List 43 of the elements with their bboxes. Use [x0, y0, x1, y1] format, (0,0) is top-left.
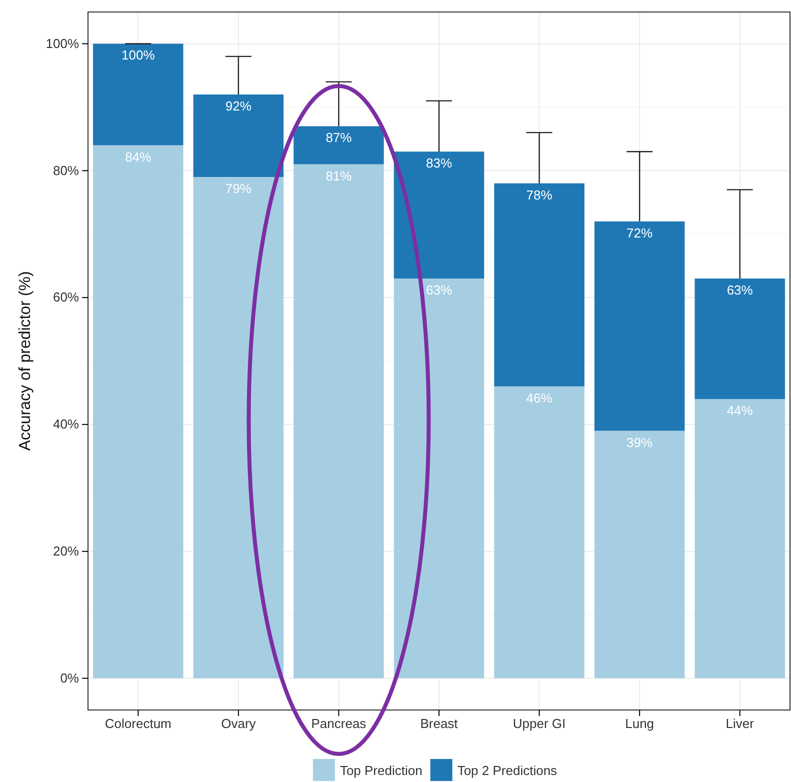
data-label: 39% — [626, 434, 654, 450]
y-tick-label: 40% — [52, 416, 80, 432]
bar — [694, 278, 785, 400]
bar — [694, 399, 785, 678]
data-label: 63% — [426, 282, 452, 298]
data-label: 84% — [125, 149, 152, 164]
total-label: 83% — [426, 156, 452, 171]
x-tick-label: Lung — [625, 716, 654, 732]
bar — [294, 164, 384, 678]
total-label: 87% — [326, 130, 352, 146]
data-label: 81% — [326, 168, 352, 184]
y-tick-label: 60% — [52, 290, 80, 305]
total-label: 78% — [526, 187, 553, 202]
bar — [93, 44, 184, 146]
y-tick-label: 80% — [52, 162, 80, 178]
y-tick-label: 20% — [52, 544, 80, 559]
total-label: 72% — [626, 225, 654, 240]
x-tick-label: Liver — [726, 716, 755, 732]
bar — [594, 221, 685, 431]
data-label: 44% — [726, 403, 754, 418]
y-tick-label: 100% — [46, 36, 80, 51]
x-tick-label: Pancreas — [311, 716, 367, 732]
bar — [494, 183, 584, 386]
data-label: 46% — [526, 390, 553, 406]
data-label: 79% — [225, 180, 252, 196]
bar — [494, 386, 584, 678]
bar — [93, 145, 184, 678]
y-tick-label: 0% — [60, 670, 80, 686]
bar — [193, 94, 284, 177]
x-tick-label: Colorectum — [104, 716, 172, 732]
x-tick-label: Ovary — [221, 716, 256, 732]
legend-label: Top 2 Predictions — [457, 763, 558, 778]
bar — [594, 430, 685, 678]
total-label: 63% — [726, 282, 754, 298]
bar — [394, 152, 484, 279]
total-label: 100% — [122, 48, 156, 63]
x-tick-label: Breast — [420, 716, 458, 732]
bar — [294, 126, 384, 164]
x-tick-label: Upper GI — [512, 716, 566, 732]
legend-label: Top Prediction — [340, 763, 422, 778]
bar — [394, 278, 484, 678]
total-label: 92% — [225, 98, 252, 114]
y-axis-title: Accuracy of predictor (%) — [17, 271, 34, 451]
